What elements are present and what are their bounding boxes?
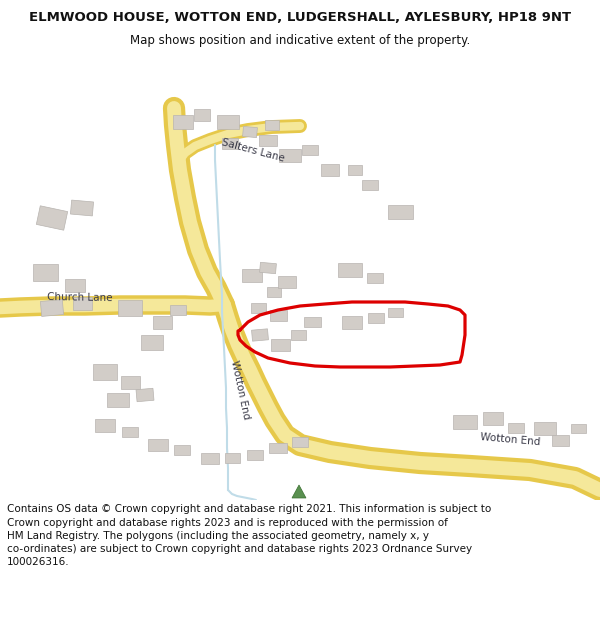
Bar xyxy=(136,388,154,402)
Bar xyxy=(269,309,287,321)
Bar xyxy=(388,205,413,219)
Bar xyxy=(278,276,296,288)
Bar xyxy=(362,180,378,190)
Bar xyxy=(551,434,569,446)
Bar xyxy=(121,376,139,389)
Bar xyxy=(65,279,85,291)
Bar xyxy=(271,339,290,351)
Bar xyxy=(292,437,308,447)
Text: Map shows position and indicative extent of the property.: Map shows position and indicative extent… xyxy=(130,34,470,47)
Text: Church Lane: Church Lane xyxy=(47,292,113,304)
Bar xyxy=(148,439,168,451)
Bar xyxy=(201,452,219,464)
Bar xyxy=(388,308,403,316)
Bar xyxy=(224,453,239,463)
Bar xyxy=(217,115,239,129)
Bar xyxy=(534,421,556,434)
Bar xyxy=(37,206,68,230)
Bar xyxy=(302,145,318,155)
Bar xyxy=(290,330,305,340)
Bar xyxy=(279,149,301,161)
Bar xyxy=(107,393,129,407)
Bar xyxy=(173,115,193,129)
Bar xyxy=(122,427,138,437)
Bar xyxy=(348,165,362,175)
Bar xyxy=(259,134,277,146)
Bar xyxy=(118,300,142,316)
Bar xyxy=(342,316,362,329)
Bar xyxy=(368,313,384,323)
Bar xyxy=(251,329,268,341)
Bar xyxy=(95,419,115,431)
Bar xyxy=(242,269,262,281)
Bar xyxy=(571,424,586,432)
Bar xyxy=(40,299,64,316)
Bar xyxy=(453,415,477,429)
Bar xyxy=(304,317,320,327)
Text: ELMWOOD HOUSE, WOTTON END, LUDGERSHALL, AYLESBURY, HP18 9NT: ELMWOOD HOUSE, WOTTON END, LUDGERSHALL, … xyxy=(29,11,571,24)
Bar xyxy=(32,264,58,281)
Bar xyxy=(194,109,210,121)
Bar xyxy=(170,305,186,315)
Bar xyxy=(242,126,257,138)
Bar xyxy=(93,364,117,380)
Bar xyxy=(483,411,503,424)
Bar xyxy=(338,263,362,277)
Bar xyxy=(174,445,190,455)
Text: Wotton End: Wotton End xyxy=(229,359,251,421)
Bar xyxy=(367,273,383,283)
Bar xyxy=(152,316,172,329)
Bar xyxy=(247,450,263,460)
Text: Wotton End: Wotton End xyxy=(479,432,541,447)
Bar xyxy=(141,334,163,349)
Bar xyxy=(70,200,94,216)
Bar xyxy=(222,138,238,149)
Bar xyxy=(267,287,281,297)
Bar xyxy=(251,303,265,313)
Bar xyxy=(260,262,277,274)
Polygon shape xyxy=(292,485,306,498)
Text: Contains OS data © Crown copyright and database right 2021. This information is : Contains OS data © Crown copyright and d… xyxy=(7,504,491,567)
Bar xyxy=(321,164,339,176)
Bar xyxy=(265,120,279,130)
Bar xyxy=(73,296,91,309)
Text: Salters Lane: Salters Lane xyxy=(220,137,286,163)
Bar xyxy=(269,443,287,453)
Bar xyxy=(508,423,524,433)
